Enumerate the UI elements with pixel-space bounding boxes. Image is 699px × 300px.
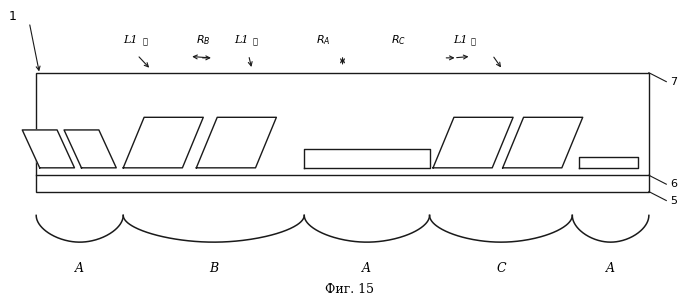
Polygon shape <box>579 157 638 168</box>
Bar <box>36 73 649 192</box>
Text: B: B <box>209 262 218 275</box>
Polygon shape <box>196 117 276 168</box>
Polygon shape <box>123 117 203 168</box>
Text: L1: L1 <box>123 35 138 45</box>
Text: 7: 7 <box>670 76 677 87</box>
Text: ⌒: ⌒ <box>471 38 476 46</box>
Text: $R_A$: $R_A$ <box>317 33 331 47</box>
Polygon shape <box>433 117 513 168</box>
Text: A: A <box>75 262 84 275</box>
Text: L1: L1 <box>454 35 468 45</box>
Text: 5: 5 <box>670 196 677 206</box>
Polygon shape <box>64 130 116 168</box>
Text: A: A <box>606 262 615 275</box>
Text: L1: L1 <box>234 35 249 45</box>
Polygon shape <box>304 148 430 168</box>
Text: ⌒: ⌒ <box>143 38 148 46</box>
Text: ⌒: ⌒ <box>253 38 258 46</box>
Text: A: A <box>362 262 371 275</box>
Text: 1: 1 <box>8 10 16 23</box>
Text: 6: 6 <box>670 179 677 189</box>
Text: $R_C$: $R_C$ <box>391 33 406 47</box>
Polygon shape <box>22 130 75 168</box>
Polygon shape <box>503 117 583 168</box>
Text: Фиг. 15: Фиг. 15 <box>325 283 374 296</box>
Text: C: C <box>496 262 506 275</box>
Text: $R_B$: $R_B$ <box>196 33 210 47</box>
